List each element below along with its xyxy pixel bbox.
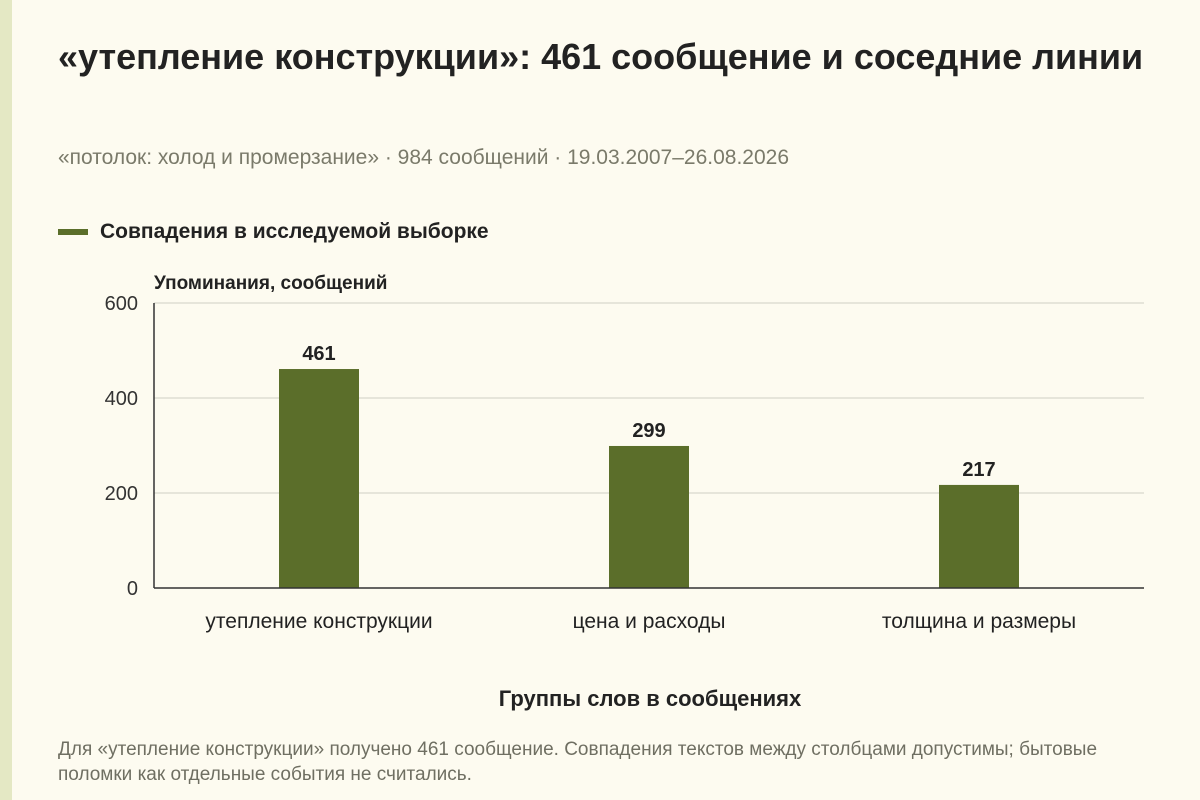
footnote: Для «утепление конструкции» получено 461…: [58, 739, 1098, 785]
y-tick-label: 400: [105, 388, 138, 410]
y-tick-label: 200: [105, 483, 138, 505]
x-tick-label: толщина и размеры: [882, 610, 1076, 633]
legend: Совпадения в исследуемой выборке: [58, 220, 489, 244]
x-axis-title: Группы слов в сообщениях: [498, 686, 802, 711]
side-accent-strip: [0, 0, 12, 800]
bar: [609, 445, 689, 588]
y-tick-label: 600: [105, 293, 138, 315]
chart-title: «утепление конструкции»: 461 сообщение и…: [58, 36, 1144, 77]
bar: [279, 369, 359, 588]
y-tick-label: 0: [127, 578, 138, 600]
bar: [939, 484, 1019, 588]
x-tick-label: цена и расходы: [573, 610, 726, 633]
y-axis-title: Упоминания, сообщений: [154, 273, 388, 294]
legend-swatch: [58, 229, 88, 235]
x-tick-label: утепление конструкции: [205, 610, 432, 633]
bar-value-label: 461: [302, 343, 335, 365]
bar-value-label: 217: [962, 459, 995, 481]
legend-label: Совпадения в исследуемой выборке: [100, 220, 489, 243]
chart-subtitle: «потолок: холод и промерзание» · 984 соо…: [58, 146, 790, 169]
bar-value-label: 299: [632, 420, 665, 442]
